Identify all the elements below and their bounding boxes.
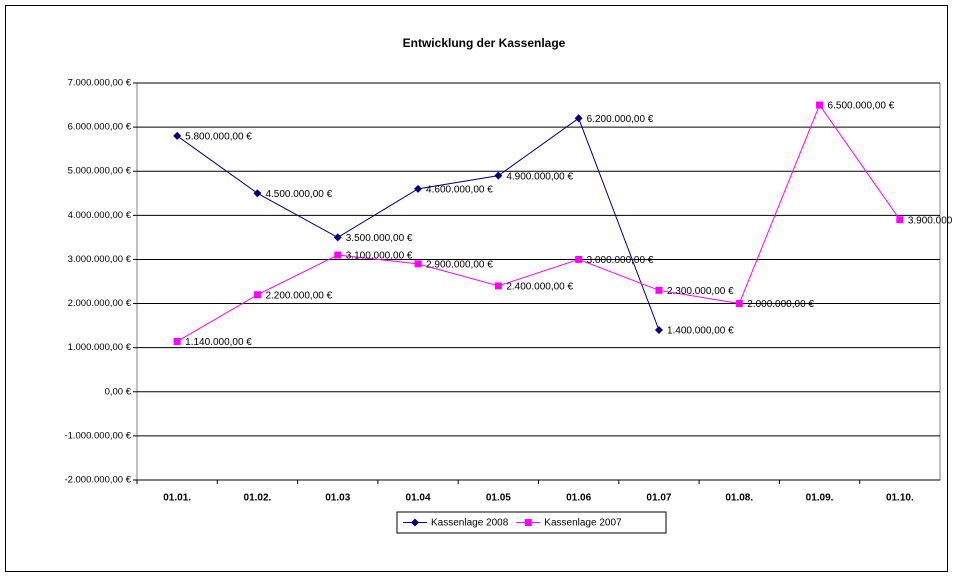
y-tick-label: -1.000.000,00 € xyxy=(64,430,131,441)
x-tick-label: 01.10. xyxy=(886,493,914,504)
marker xyxy=(173,131,182,140)
data-label: 3.100.000,00 € xyxy=(346,251,413,262)
data-label: 2.900.000,00 € xyxy=(426,259,493,270)
marker xyxy=(655,286,663,294)
marker xyxy=(896,216,904,224)
legend-label: Kassenlage 2008 xyxy=(431,518,509,529)
data-label: 3.900.000,00 € xyxy=(908,215,953,226)
y-tick-label: 0,00 € xyxy=(105,386,132,397)
marker xyxy=(494,282,502,290)
marker xyxy=(816,101,824,109)
x-tick-label: 01.07 xyxy=(646,493,671,504)
x-tick-label: 01.06 xyxy=(566,493,591,504)
data-label: 1.400.000,00 € xyxy=(667,326,734,337)
y-tick-label: 3.000.000,00 € xyxy=(68,254,132,265)
x-tick-label: 01.09. xyxy=(806,493,834,504)
y-tick-label: 4.000.000,00 € xyxy=(68,210,132,221)
x-tick-label: 01.04 xyxy=(406,493,431,504)
y-tick-label: 1.000.000,00 € xyxy=(68,342,132,353)
data-label: 3.000.000,00 € xyxy=(587,255,654,266)
y-tick-label: 7.000.000,00 € xyxy=(68,78,132,89)
data-label: 4.900.000,00 € xyxy=(506,171,573,182)
data-label: 4.500.000,00 € xyxy=(265,189,332,200)
data-label: 1.140.000,00 € xyxy=(185,337,252,348)
marker xyxy=(735,300,743,308)
marker xyxy=(574,114,583,123)
data-label: 6.200.000,00 € xyxy=(587,114,654,125)
marker xyxy=(575,255,583,263)
data-label: 2.000.000,00 € xyxy=(747,299,814,310)
data-label: 4.600.000,00 € xyxy=(426,185,493,196)
x-tick-label: 01.05 xyxy=(486,493,511,504)
data-label: 2.200.000,00 € xyxy=(265,290,332,301)
data-label: 6.500.000,00 € xyxy=(828,101,895,112)
data-label: 2.300.000,00 € xyxy=(667,286,734,297)
marker xyxy=(414,184,423,193)
data-label: 5.800.000,00 € xyxy=(185,132,252,143)
y-tick-label: 6.000.000,00 € xyxy=(68,122,132,133)
marker xyxy=(414,260,422,268)
x-tick-label: 01.08. xyxy=(725,493,753,504)
marker xyxy=(411,518,419,527)
legend-label: Kassenlage 2007 xyxy=(544,518,622,529)
chart-title: Entwicklung der Kassenlage xyxy=(403,36,566,50)
marker xyxy=(524,519,532,526)
data-label: 2.400.000,00 € xyxy=(506,282,573,293)
marker xyxy=(654,326,663,335)
plot-area xyxy=(136,82,941,481)
y-tick-label: 5.000.000,00 € xyxy=(68,166,132,177)
x-tick-label: 01.02. xyxy=(244,493,272,504)
y-tick-label: 2.000.000,00 € xyxy=(68,298,132,309)
data-label: 3.500.000,00 € xyxy=(346,233,413,244)
series-line xyxy=(176,104,901,342)
marker xyxy=(494,171,503,180)
marker xyxy=(253,189,262,198)
marker xyxy=(333,233,342,242)
marker xyxy=(334,251,342,259)
x-tick-label: 01.01. xyxy=(163,493,191,504)
marker xyxy=(173,337,181,345)
y-tick-label: -2.000.000,00 € xyxy=(64,475,131,486)
x-tick-label: 01.03 xyxy=(325,493,350,504)
marker xyxy=(253,291,261,299)
